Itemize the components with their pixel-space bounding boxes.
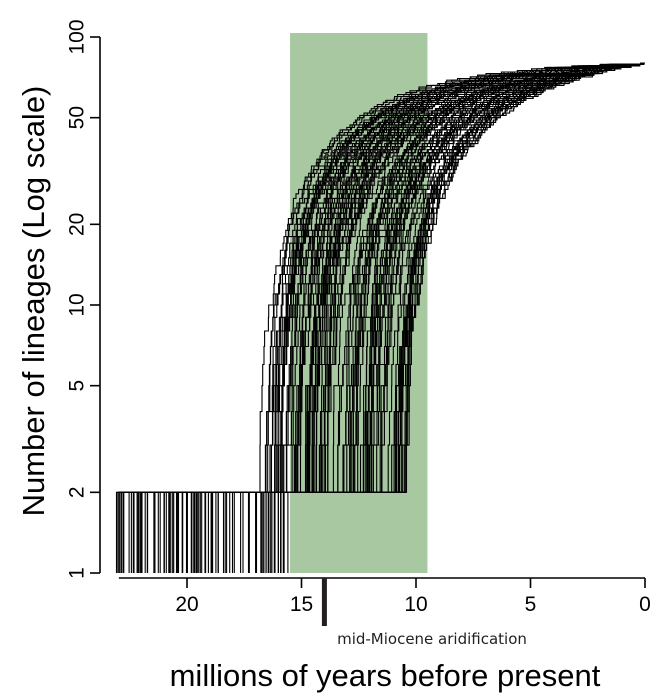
y-tick-label: 50: [65, 106, 88, 129]
ltt-curve: [283, 62, 645, 573]
x-tick-label: 15: [290, 593, 313, 616]
shade-label-line-2: savannah: [322, 172, 395, 190]
y-tick-label: 2: [65, 486, 88, 498]
x-tick-label: 10: [404, 593, 427, 616]
event-marker-label: mid-Miocene aridification: [337, 630, 527, 648]
ltt-curve: [248, 62, 645, 573]
ltt-curve: [287, 62, 645, 573]
x-tick-label: 0: [639, 593, 651, 616]
y-axis: 1 2 5 10 20 50 100: [65, 19, 101, 579]
ltt-curve: [260, 62, 645, 573]
ltt-curve: [144, 62, 645, 573]
ltt-curve: [201, 62, 645, 573]
ltt-curve: [263, 62, 645, 573]
ltt-curve: [163, 62, 645, 573]
ltt-curve: [138, 62, 645, 573]
plot-area: shifts into savannah: [115, 33, 645, 573]
shade-label-line-1: shifts into: [322, 144, 396, 162]
x-axis-title: millions of years before present: [170, 658, 601, 693]
y-axis-title: Number of lineages (Log scale): [16, 86, 51, 517]
ltt-curve: [146, 62, 645, 573]
ltt-curve: [229, 62, 645, 573]
x-tick-label: 5: [525, 593, 537, 616]
y-tick-label: 100: [65, 19, 88, 54]
ltt-curve: [212, 62, 645, 573]
ltt-curve: [191, 62, 645, 573]
x-axis: 20 15 10 5 0: [118, 577, 651, 616]
ltt-curve: [231, 62, 645, 573]
y-tick-label: 1: [65, 567, 88, 579]
ltt-curve: [211, 62, 645, 573]
y-tick-label: 5: [65, 380, 88, 392]
ltt-curves: [115, 62, 645, 573]
x-tick-label: 20: [175, 593, 198, 616]
ltt-curve: [217, 62, 645, 573]
y-tick-label: 20: [65, 213, 88, 236]
y-tick-label: 10: [65, 293, 88, 316]
ltt-curve: [211, 62, 645, 573]
ltt-curve: [210, 62, 645, 573]
